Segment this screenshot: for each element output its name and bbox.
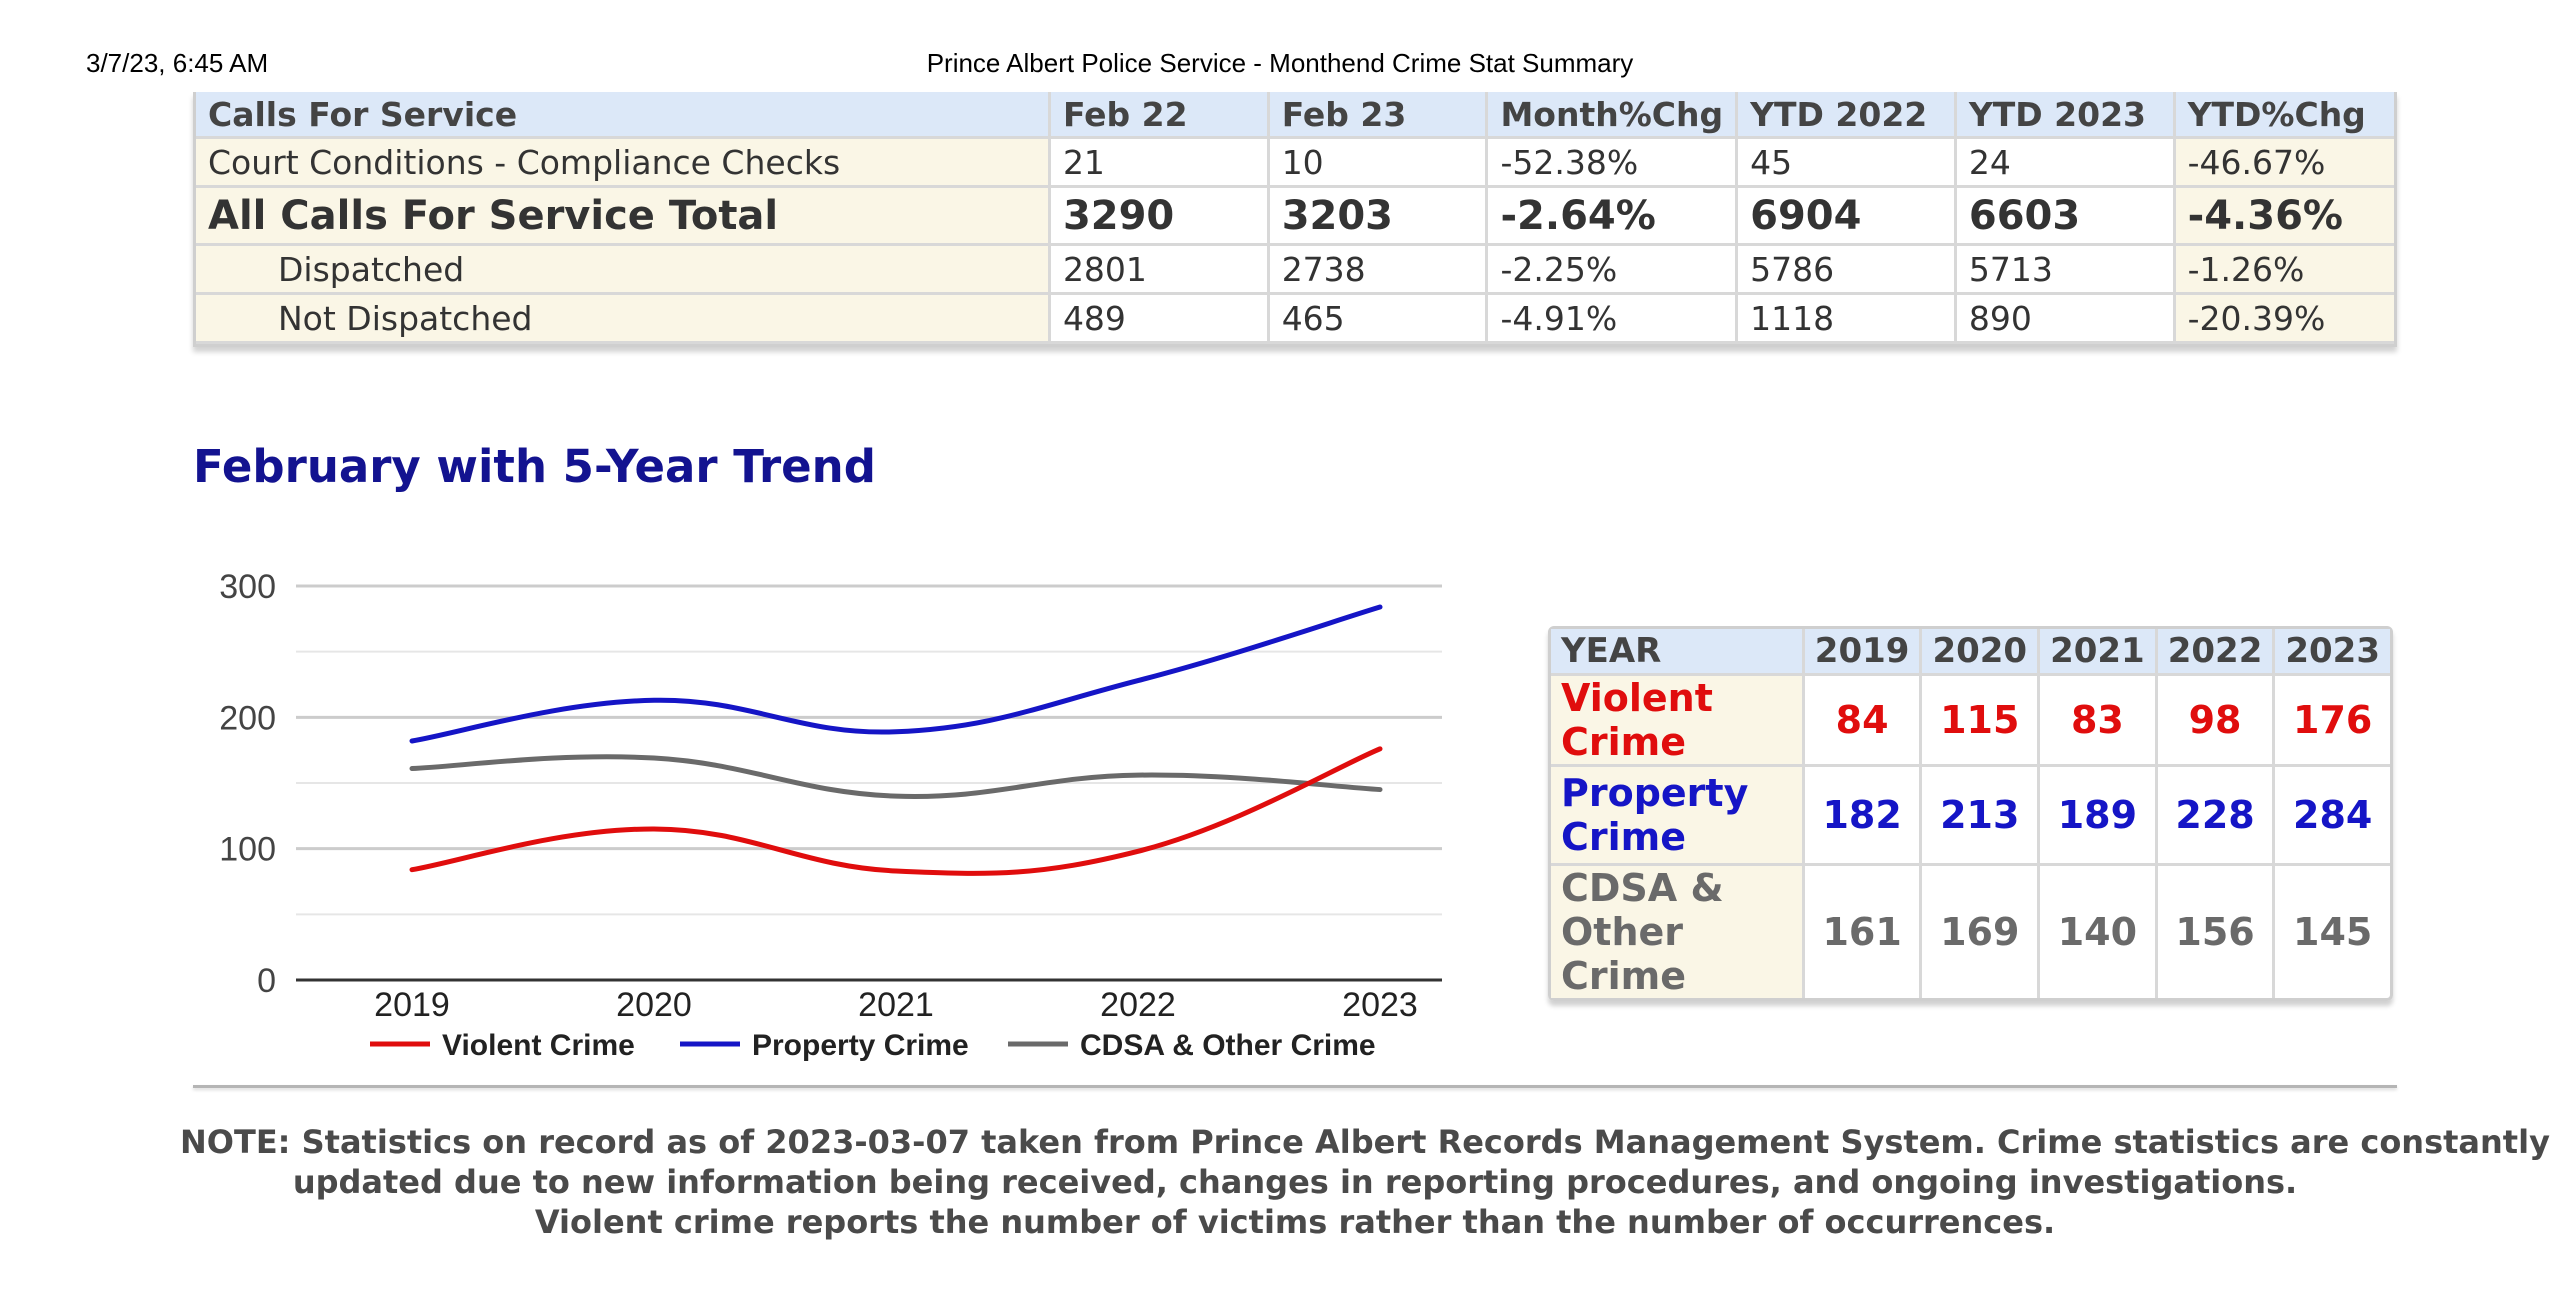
- table-cell: 115: [1922, 676, 2041, 767]
- row-label: Court Conditions - Compliance Checks: [196, 139, 1051, 188]
- y-tick-label: 200: [219, 699, 276, 737]
- table-cell: 2738: [1269, 246, 1489, 295]
- footnote-line: Violent crime reports the number of vict…: [534, 1203, 2056, 1241]
- note-divider: [193, 1085, 2397, 1088]
- table-cell: -4.91%: [1488, 295, 1739, 344]
- table-cell: 45: [1738, 139, 1957, 188]
- column-header: YTD 2023: [1956, 92, 2176, 139]
- column-header: Calls For Service: [196, 92, 1051, 139]
- table-row: CDSA & Other Crime 161 169 140 156 145: [1551, 866, 2390, 998]
- table-row: Property Crime 182 213 189 228 284: [1551, 767, 2390, 866]
- table-row: Dispatched 2801 2738 -2.25% 5786 5713 -1…: [196, 246, 2394, 295]
- table-cell: 24: [1956, 139, 2176, 188]
- table-cell: 145: [2293, 910, 2373, 954]
- trend-table: YEAR 2019 2020 2021 2022 2023 Violent Cr…: [1548, 626, 2393, 1001]
- table-cell: 156: [2158, 866, 2276, 998]
- table-cell: 3290: [1050, 188, 1270, 246]
- table-cell: -4.36%: [2175, 188, 2394, 246]
- table-cell: 6904: [1738, 188, 1957, 246]
- report-title: Prince Albert Police Service - Monthend …: [926, 48, 1634, 78]
- y-tick-label: 0: [257, 962, 276, 1000]
- footnote-line: updated due to new information being rec…: [292, 1163, 2298, 1201]
- x-tick-label: 2023: [1342, 986, 1418, 1024]
- column-header: 2022: [2157, 629, 2276, 676]
- table-cell: 213: [1922, 767, 2041, 866]
- y-tick-label: 100: [219, 831, 276, 869]
- table-cell: 228: [2157, 767, 2276, 866]
- table-row: Violent Crime 84 115 83 98 176: [1551, 676, 2390, 767]
- table-cell: -46.67%: [2175, 139, 2394, 188]
- column-header: 2019: [1804, 629, 1923, 676]
- table-header-row: YEAR 2019 2020 2021 2022 2023: [1551, 629, 2390, 676]
- x-tick-label: 2021: [858, 986, 934, 1024]
- table-cell: 284: [2275, 767, 2390, 866]
- table-cell: 3203: [1269, 188, 1489, 246]
- table-cell: 98: [2157, 676, 2276, 767]
- table-cell: 1118: [1738, 295, 1957, 344]
- table-cell: -2.25%: [1488, 246, 1739, 295]
- x-tick-label: 2022: [1100, 986, 1176, 1024]
- table-cell: -1.26%: [2175, 246, 2394, 295]
- table-cell: 5713: [1956, 246, 2176, 295]
- row-label: Violent Crime: [1551, 676, 1805, 767]
- column-header: 2020: [1922, 629, 2041, 676]
- row-label: Not Dispatched: [196, 295, 1051, 344]
- table-cell: 465: [1269, 295, 1489, 344]
- column-header: Feb 22: [1050, 92, 1270, 139]
- table-cell: 6603: [1956, 188, 2176, 246]
- series-line: [409, 746, 1383, 876]
- table-row: Not Dispatched 489 465 -4.91% 1118 890 -…: [196, 295, 2394, 344]
- table-cell: 161: [1805, 866, 1923, 998]
- table-cell: 5786: [1738, 246, 1957, 295]
- table-cell: -2.64%: [1488, 188, 1739, 246]
- table-row: All Calls For Service Total 3290 3203 -2…: [196, 188, 2394, 246]
- table-cell: 83: [2040, 676, 2158, 767]
- table-cell: 176: [2275, 676, 2390, 767]
- series-line: [409, 754, 1383, 799]
- table-header-row: Calls For Service Feb 22 Feb 23 Month%Ch…: [196, 92, 2394, 139]
- series-line: [409, 604, 1383, 744]
- x-tick-label: 2020: [616, 986, 692, 1024]
- table-cell: 21: [1050, 139, 1270, 188]
- table-cell: -20.39%: [2175, 295, 2394, 344]
- column-header: Feb 23: [1269, 92, 1489, 139]
- table-cell: 890: [1956, 295, 2176, 344]
- table-cell: 84: [1804, 676, 1923, 767]
- x-tick-label: 2019: [374, 986, 450, 1024]
- column-header: 2023: [2275, 629, 2390, 676]
- column-header: Month%Chg: [1488, 92, 1739, 139]
- calls-for-service-table: Calls For Service Feb 22 Feb 23 Month%Ch…: [193, 92, 2397, 347]
- row-label: Property Crime: [1551, 767, 1805, 866]
- table-cell: -52.38%: [1488, 139, 1739, 188]
- trend-section-title: February with 5-Year Trend: [193, 440, 876, 493]
- footnote-line: NOTE: Statistics on record as of 2023-03…: [180, 1123, 2560, 1161]
- row-label: Dispatched: [196, 246, 1051, 295]
- column-header: YTD%Chg: [2175, 92, 2394, 139]
- legend-label: CDSA & Other Crime: [1080, 1029, 1376, 1062]
- table-row: Court Conditions - Compliance Checks 21 …: [196, 139, 2394, 188]
- table-cell: 10: [1269, 139, 1489, 188]
- table-cell: 140: [2040, 866, 2158, 998]
- trend-line-chart: 0 100 200 300 2019 2020 2021 2022 2023 Violent Cr…: [219, 568, 1442, 1062]
- row-label: CDSA & Other Crime: [1551, 866, 1805, 998]
- table-cell: 182: [1804, 767, 1923, 866]
- legend-label: Violent Crime: [442, 1029, 635, 1062]
- column-header: YEAR: [1551, 629, 1805, 676]
- table-cell: 189: [2040, 767, 2158, 866]
- column-header: 2021: [2040, 629, 2158, 676]
- column-header: YTD 2022: [1738, 92, 1957, 139]
- row-label: All Calls For Service Total: [196, 188, 1051, 246]
- table-cell: 2801: [1050, 246, 1270, 295]
- table-cell: 169: [1922, 866, 2041, 998]
- print-timestamp: 3/7/23, 6:45 AM: [86, 48, 269, 78]
- table-cell: 489: [1050, 295, 1270, 344]
- legend-label: Property Crime: [752, 1029, 969, 1062]
- y-tick-label: 300: [219, 568, 276, 606]
- footnote: NOTE: Statistics on record as of 2023-03…: [180, 1122, 2560, 1242]
